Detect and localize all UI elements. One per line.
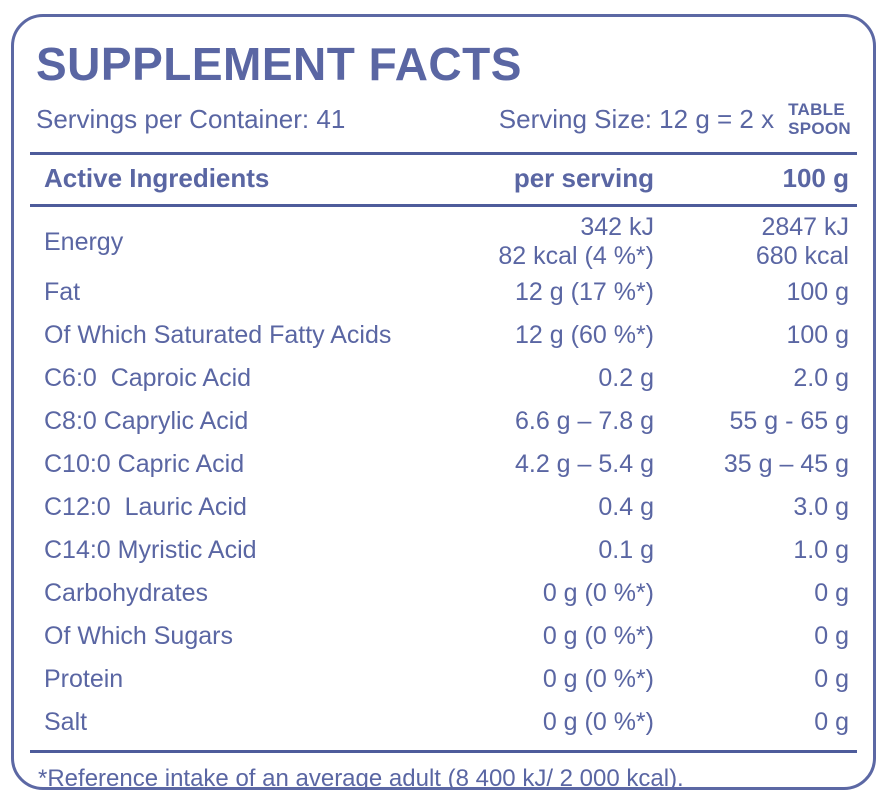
divider-top [30,152,857,156]
per-100g-value: 55 g - 65 g [729,407,849,435]
serving-size: Serving Size: 12 g = 2 x [498,104,775,135]
per-serving-value: 12 g (60 %*) [515,321,654,349]
ingredient-name: Energy [44,227,124,256]
facts-table: Energy 342 kJ 82 kcal (4 %*) 2847 kJ 680… [30,207,857,744]
ingredient-name: Carbohydrates [44,579,208,607]
table-row: Carbohydrates 0 g (0 %*) 0 g [44,572,849,615]
per-100g-value: 100 g [786,278,849,306]
table-row: Fat 12 g (17 %*) 100 g [44,271,849,314]
per-100g-value: 0 g [814,665,849,693]
table-row: Salt 0 g (0 %*) 0 g [44,701,849,744]
per-serving-value: 0.4 g [598,493,654,521]
column-header-per-serving: per serving [513,163,654,194]
table-row: C8:0 Caprylic Acid 6.6 g – 7.8 g 55 g - … [44,400,849,443]
per-100g-value: 0 g [814,622,849,650]
per-serving-value: 12 g (17 %*) [515,278,654,306]
column-header-100g: 100 g [782,163,850,194]
per-100g-value: 2847 kJ 680 kcal [755,213,849,271]
per-serving-value: 0 g (0 %*) [542,579,654,607]
per-serving-value: 0 g (0 %*) [542,708,654,736]
serving-info-row: Servings per Container: 41 Serving Size:… [36,100,851,138]
per-100g-value: 2.0 g [793,364,849,392]
table-row: Of Which Sugars 0 g (0 %*) 0 g [44,615,849,658]
ingredient-name: Protein [44,665,124,693]
per-100g-value: 0 g [814,579,849,607]
column-header-ingredient: Active Ingredients [44,163,270,194]
per-serving-value: 6.6 g – 7.8 g [514,407,654,435]
per-serving-value: 4.2 g – 5.4 g [514,450,654,478]
ingredient-name: Fat [44,278,81,306]
table-header-row: Active Ingredients per serving 100 g [30,155,857,204]
per-100g-value: 35 g – 45 g [723,450,849,478]
reference-footnote: *Reference intake of an average adult (8… [38,764,684,790]
per-serving-value: 0.2 g [598,364,654,392]
table-row: C10:0 Capric Acid 4.2 g – 5.4 g 35 g – 4… [44,443,849,486]
ingredient-name: Of Which Sugars [44,622,233,650]
ingredient-name: Of Which Saturated Fatty Acids [44,321,392,349]
table-row: Protein 0 g (0 %*) 0 g [44,658,849,701]
per-100g-value: 3.0 g [793,493,849,521]
per-serving-value: 0.1 g [598,536,654,564]
ingredient-name: C14:0 Myristic Acid [44,536,257,564]
per-serving-value: 342 kJ 82 kcal (4 %*) [498,213,654,271]
servings-per-container: Servings per Container: 41 [36,104,346,135]
table-row: C6:0 Caproic Acid 0.2 g 2.0 g [44,357,849,400]
per-100g-value: 100 g [786,321,849,349]
ingredient-name: C6:0 Caproic Acid [44,364,252,392]
panel-title: SUPPLEMENT FACTS [36,38,522,90]
ingredient-name: C10:0 Capric Acid [44,450,245,478]
table-row: C14:0 Myristic Acid 0.1 g 1.0 g [44,529,849,572]
ingredient-name: Salt [44,708,88,736]
divider-header [30,204,857,208]
per-100g-value: 1.0 g [793,536,849,564]
per-serving-value: 0 g (0 %*) [542,622,654,650]
divider-footer [30,749,857,753]
per-100g-value: 0 g [814,708,849,736]
table-row: Of Which Saturated Fatty Acids 12 g (60 … [44,314,849,357]
per-serving-value: 0 g (0 %*) [542,665,654,693]
supplement-facts-panel: SUPPLEMENT FACTS Servings per Container:… [11,14,876,790]
table-row: C12:0 Lauric Acid 0.4 g 3.0 g [44,486,849,529]
serving-size-group: Serving Size: 12 g = 2 x TABLE SPOON [498,100,851,138]
ingredient-name: C8:0 Caprylic Acid [44,407,249,435]
ingredient-name: C12:0 Lauric Acid [44,493,247,521]
table-row: Energy 342 kJ 82 kcal (4 %*) 2847 kJ 680… [44,213,849,271]
serving-size-unit: TABLE SPOON [788,100,851,138]
